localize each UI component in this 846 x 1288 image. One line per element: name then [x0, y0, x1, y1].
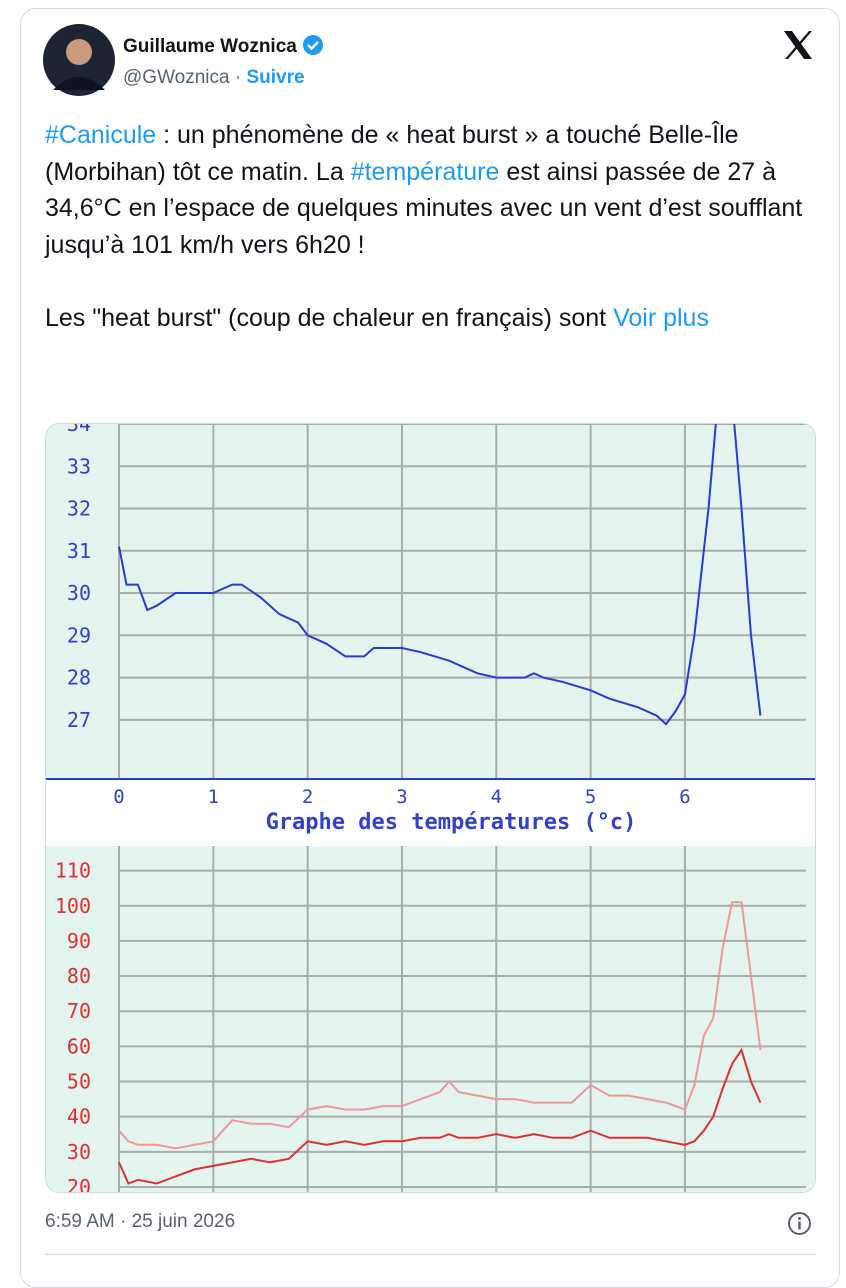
chart: 20 30 40 50 60 70 80 90 100 110: [46, 846, 815, 1193]
author-name[interactable]: Guillaume Woznica: [123, 34, 324, 58]
y-tick-label: 60: [67, 1034, 91, 1058]
data-line: [118, 901, 762, 1150]
text: Les "heat burst" (coup de chaleur en fra…: [45, 303, 614, 332]
y-tick-label: 30: [67, 581, 91, 605]
x-tick-label: 0: [113, 786, 124, 808]
text: est ainsi passée de 27 à 34,6°C en l’esp…: [45, 157, 803, 259]
avatar[interactable]: [43, 24, 115, 96]
info-icon[interactable]: [787, 1211, 812, 1236]
plot-background: [46, 846, 815, 1192]
separator: ·: [234, 67, 242, 88]
y-tick-label: 110: [55, 859, 91, 883]
x-tick-label: 3: [396, 786, 407, 808]
chart-image[interactable]: 27 28 29 30 31 32 33 34 0 1 2 3 4 5 6 Graphe des tempér…: [45, 423, 816, 1193]
y-tick-label: 31: [67, 539, 91, 563]
y-tick-label: 32: [67, 497, 91, 521]
divider: [45, 1254, 816, 1255]
hashtag[interactable]: #Canicule: [45, 121, 157, 149]
handle-row: @GWoznica · Suivre: [123, 67, 305, 89]
y-tick-label: 90: [67, 929, 91, 953]
x-tick-label: 4: [491, 786, 502, 808]
y-tick-label: 100: [55, 894, 91, 918]
data-line: [118, 424, 762, 726]
y-tick-label: 70: [67, 999, 91, 1023]
chart-title: Graphe des températures (°c): [266, 810, 637, 835]
verified-badge: [303, 35, 324, 55]
text: : un phénomène de « heat burst » a touch…: [45, 121, 739, 186]
y-tick-label: 50: [67, 1070, 91, 1094]
y-tick-label: 20: [67, 1175, 91, 1193]
data-line: [118, 1047, 762, 1185]
hashtag[interactable]: #température: [350, 157, 500, 186]
paragraph: Les "heat burst" (coup de chaleur en fra…: [45, 300, 820, 337]
x-logo[interactable]: [782, 30, 814, 60]
follow-link[interactable]: Suivre: [246, 67, 305, 88]
x-tick-label: 2: [302, 786, 313, 808]
show-more[interactable]: Voir plus: [613, 303, 709, 332]
y-tick-label: 34: [67, 424, 91, 436]
x-tick-label: 1: [208, 786, 219, 808]
y-tick-label: 80: [67, 964, 91, 988]
timestamp[interactable]: 6:59 AM · 25 juin 2026: [45, 1211, 236, 1232]
x-tick-label: 6: [679, 786, 690, 808]
y-tick-label: 33: [67, 454, 91, 478]
tweet-body: #Canicule : un phénomène de « heat burst…: [45, 117, 820, 373]
x-tick-label: 5: [585, 786, 596, 808]
y-tick-label: 30: [67, 1140, 91, 1164]
paragraph: #Canicule : un phénomène de « heat burst…: [45, 117, 820, 263]
y-tick-label: 28: [67, 666, 91, 690]
y-tick-label: 29: [67, 623, 91, 647]
y-tick-label: 40: [67, 1105, 91, 1129]
y-tick-label: 27: [67, 708, 91, 732]
handle[interactable]: @GWoznica: [123, 67, 230, 88]
